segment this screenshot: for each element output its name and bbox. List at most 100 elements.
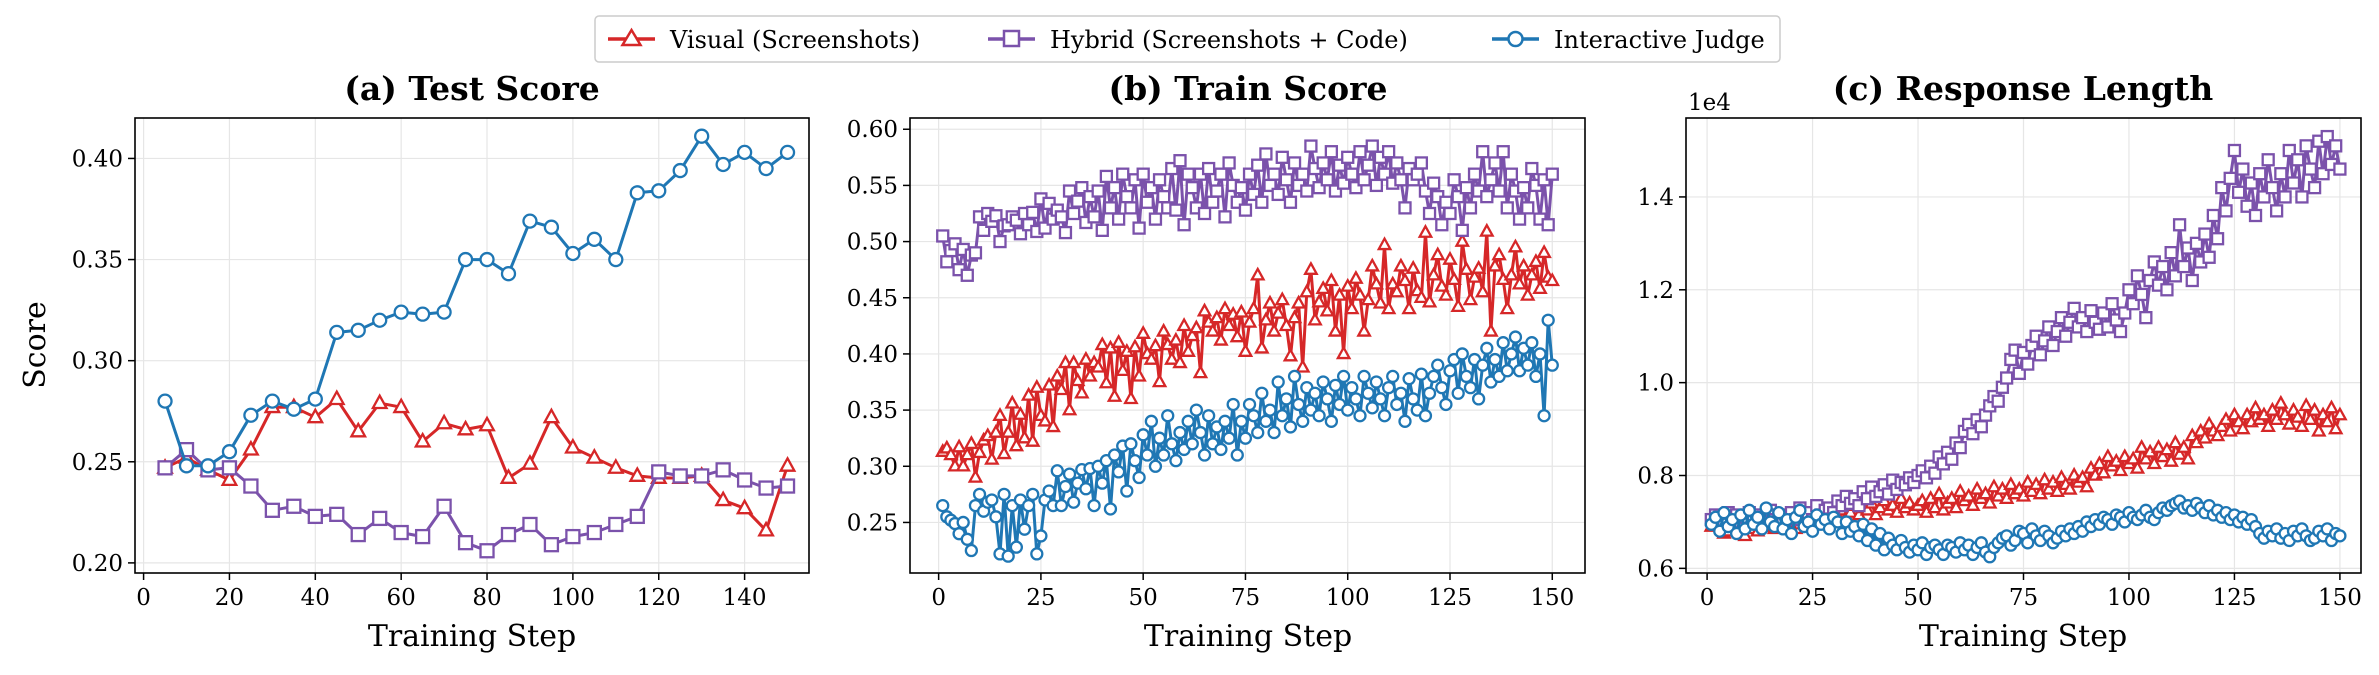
data-point [736,472,753,488]
data-point [1352,286,1368,301]
data-point [2118,306,2132,320]
data-point [1054,210,1069,224]
data-point [1255,195,1269,209]
data-point [457,535,474,551]
data-point [1331,286,1348,301]
data-point [2319,413,2335,428]
data-point [350,322,366,338]
data-point [1360,291,1376,306]
y-tick-label: 0.55 [847,173,898,199]
x-tick-label: 20 [215,585,244,611]
data-point [1541,218,1555,232]
data-point [1152,431,1167,445]
data-point [2281,415,2298,430]
data-point [1507,238,1524,253]
data-point [1222,431,1236,445]
data-point [1357,173,1371,187]
data-point [1259,414,1273,428]
data-point [1341,150,1355,164]
data-point [1503,266,1520,281]
data-point [1136,428,1150,442]
data-point [1977,485,1994,500]
data-point [1234,181,1249,195]
data-point [1335,345,1352,360]
data-point [2236,162,2250,176]
data-point [1201,161,1216,176]
data-point [2273,394,2289,409]
data-point [1311,293,1327,308]
data-point [1376,236,1393,251]
data-point [393,304,409,320]
data-point [1365,139,1379,153]
data-point [1270,304,1286,319]
data-point [1852,499,1866,513]
data-point [2130,269,2145,283]
data-point [2235,420,2251,435]
data-point [1233,303,1250,318]
data-point [221,444,238,460]
data-point [1041,376,1057,391]
data-point [2138,450,2154,465]
data-point [1364,257,1380,272]
data-point [956,515,970,530]
data-point [2320,129,2334,144]
data-point [1822,522,1837,536]
data-point [1521,201,1535,215]
x-tick-label: 0 [136,585,151,611]
data-point [1181,414,1195,428]
data-point [1222,156,1236,170]
data-point [1026,205,1040,220]
data-point [1111,465,1126,479]
data-point [1058,479,1073,494]
data-point [1136,167,1150,181]
data-point [543,219,560,235]
data-point [1161,409,1175,423]
y-tick-label: 0.25 [847,510,898,536]
data-point [1484,173,1498,187]
data-point [1390,156,1404,170]
data-point [2126,297,2140,311]
data-point [1525,336,1539,350]
data-point [1426,369,1441,384]
data-point [997,487,1011,502]
data-point [2311,422,2327,437]
data-point [968,246,983,260]
data-point [651,464,667,480]
data-point [1459,181,1474,195]
data-point [1991,394,2005,408]
data-point [2244,176,2258,190]
data-point [1251,158,1265,172]
x-tick-label: 150 [2318,585,2362,611]
data-point [2062,480,2078,495]
data-point [1759,501,1773,515]
data-point [542,407,561,424]
data-point [1242,397,1257,412]
data-point [976,223,991,237]
y-tick-label: 0.30 [72,349,123,375]
data-point [1074,384,1090,399]
data-point [1124,437,1138,451]
data-point [2105,297,2119,311]
data-point [1389,283,1405,298]
data-point [1259,147,1273,161]
data-point [1511,275,1528,290]
data-point [1156,189,1171,204]
data-point [1935,501,1952,516]
data-point [1496,336,1510,350]
data-point [940,255,954,269]
data-point [1466,268,1483,283]
data-point [1487,257,1503,272]
data-point [1147,337,1164,352]
data-point [1238,203,1253,217]
data-point [2129,459,2146,474]
data-point [2223,171,2237,186]
data-point [2097,306,2111,320]
x-tick-label: 25 [1798,585,1827,611]
data-point [1312,181,1326,195]
y-tick-label: 0.25 [72,450,123,476]
data-point [393,524,409,541]
data-point [2067,301,2081,316]
data-point [1127,338,1143,353]
data-point [543,537,560,553]
data-point [1169,203,1183,217]
